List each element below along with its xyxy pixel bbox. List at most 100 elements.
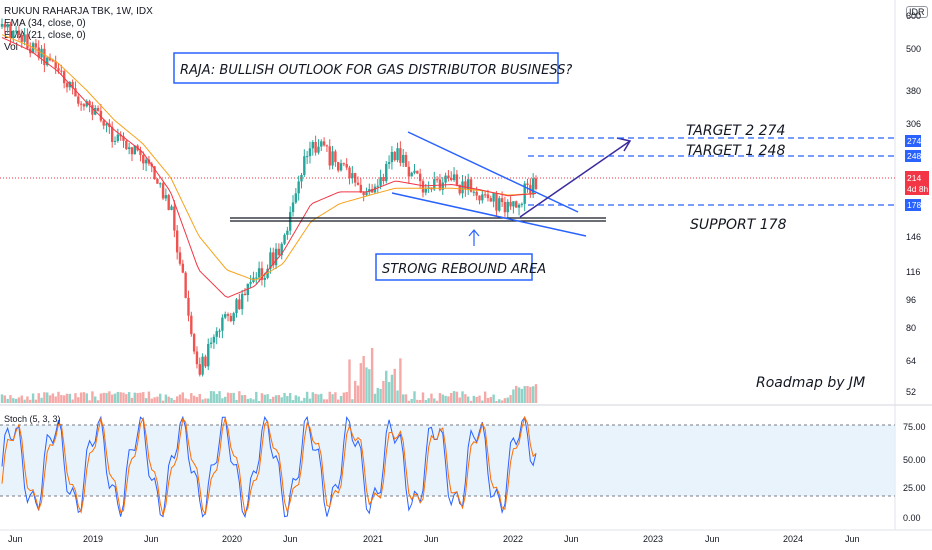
volume-bar bbox=[195, 396, 199, 403]
volume-bar bbox=[531, 386, 535, 403]
volume-bar bbox=[238, 391, 241, 403]
target1-annotation: TARGET 1 248 bbox=[686, 143, 785, 159]
candle-body bbox=[57, 68, 60, 71]
candle-body bbox=[308, 148, 312, 157]
candle-body bbox=[393, 151, 396, 161]
volume-bar bbox=[113, 393, 117, 403]
volume-bar bbox=[393, 368, 396, 403]
volume-bar bbox=[40, 397, 43, 403]
ytick-306: 306 bbox=[906, 119, 921, 129]
volume-bar bbox=[178, 394, 182, 403]
ytick-96: 96 bbox=[906, 295, 916, 305]
volume-bar bbox=[204, 398, 207, 403]
chart-legend: RUKUN RAHARJA TBK, 1W, IDX EMA (34, clos… bbox=[4, 6, 153, 54]
volume-bar bbox=[161, 400, 165, 403]
volume-bar bbox=[534, 384, 538, 403]
volume-bar bbox=[173, 399, 176, 403]
volume-bar bbox=[517, 387, 521, 403]
candle-body bbox=[416, 170, 419, 174]
volume-bar bbox=[88, 400, 91, 403]
volume-bar bbox=[427, 398, 430, 403]
volume-bar bbox=[29, 399, 32, 403]
volume-bar bbox=[57, 391, 60, 403]
volume-bar bbox=[506, 397, 509, 403]
volume-bar bbox=[314, 393, 317, 403]
ytick-116: 116 bbox=[906, 267, 920, 277]
candle-body bbox=[311, 142, 314, 149]
candle-body bbox=[209, 342, 213, 344]
candle-body bbox=[79, 103, 83, 105]
candle-body bbox=[218, 330, 221, 332]
volume-bar bbox=[410, 398, 413, 403]
volume-bar bbox=[181, 392, 185, 403]
volume-bar bbox=[370, 347, 374, 403]
candle-body bbox=[283, 234, 286, 244]
candle-body bbox=[133, 145, 136, 155]
candle-body bbox=[455, 174, 459, 185]
candle-body bbox=[483, 194, 487, 196]
volume-bar bbox=[77, 397, 80, 403]
volume-bar bbox=[252, 399, 255, 403]
candle-body bbox=[181, 263, 185, 273]
candle-body bbox=[520, 203, 524, 205]
volume-bar bbox=[249, 398, 252, 403]
candle-body bbox=[14, 30, 18, 32]
candle-body bbox=[12, 30, 15, 38]
volume-bar bbox=[280, 397, 283, 403]
volume-bar bbox=[328, 391, 331, 403]
volume-bar bbox=[119, 392, 122, 403]
volume-bar bbox=[520, 388, 524, 403]
candle-body bbox=[331, 151, 334, 166]
candle-body bbox=[362, 192, 365, 196]
candle-body bbox=[444, 175, 447, 183]
volume-bar bbox=[221, 398, 224, 403]
tag-countdown: 4d 8h bbox=[907, 184, 929, 194]
candle-body bbox=[139, 150, 142, 156]
candle-body bbox=[71, 82, 74, 89]
volume-bar bbox=[17, 397, 21, 403]
candle-body bbox=[351, 173, 354, 179]
ytick-600: 600 bbox=[906, 11, 921, 21]
ema21-line bbox=[1, 37, 537, 298]
candle-body bbox=[110, 127, 114, 142]
candle-body bbox=[486, 194, 490, 199]
volume-bar bbox=[421, 392, 425, 403]
symbol-title: RUKUN RAHARJA TBK, 1W, IDX bbox=[4, 6, 153, 17]
volume-bar bbox=[14, 398, 18, 403]
candle-body bbox=[337, 162, 340, 171]
candle-body bbox=[91, 105, 94, 115]
volume-bar bbox=[96, 400, 100, 403]
tag-274: 274 bbox=[907, 136, 921, 146]
volume-bar bbox=[235, 399, 238, 403]
candle-body bbox=[382, 177, 385, 182]
volume-bar bbox=[260, 393, 264, 403]
volume-bar bbox=[255, 391, 258, 403]
candle-body bbox=[125, 140, 128, 150]
volume-bar bbox=[65, 393, 69, 403]
currency-badge[interactable]: IDR bbox=[906, 6, 928, 18]
candle-body bbox=[447, 175, 450, 178]
volume-bar bbox=[266, 394, 269, 403]
volume-bar bbox=[438, 393, 442, 403]
candle-body bbox=[60, 70, 63, 72]
candle-body bbox=[164, 195, 168, 199]
volume-bar bbox=[167, 396, 170, 403]
candle-body bbox=[20, 35, 23, 42]
candle-body bbox=[65, 83, 69, 88]
target2-annotation: TARGET 2 274 bbox=[686, 123, 785, 139]
candle-body bbox=[509, 201, 512, 207]
candle-body bbox=[291, 202, 295, 213]
title-box bbox=[173, 52, 559, 84]
volume-bar bbox=[464, 394, 467, 403]
volume-bar bbox=[91, 391, 94, 403]
xtick-2020: 2020 bbox=[222, 534, 242, 544]
volume-bar bbox=[94, 396, 97, 403]
ytick-52: 52 bbox=[906, 387, 916, 397]
volume-bar bbox=[31, 393, 35, 403]
volume-bar bbox=[433, 398, 436, 403]
ema34-legend: EMA (34, close, 0) bbox=[4, 18, 86, 29]
volume-bar bbox=[376, 387, 379, 403]
candle-body bbox=[77, 96, 80, 104]
candle-body bbox=[260, 268, 264, 280]
